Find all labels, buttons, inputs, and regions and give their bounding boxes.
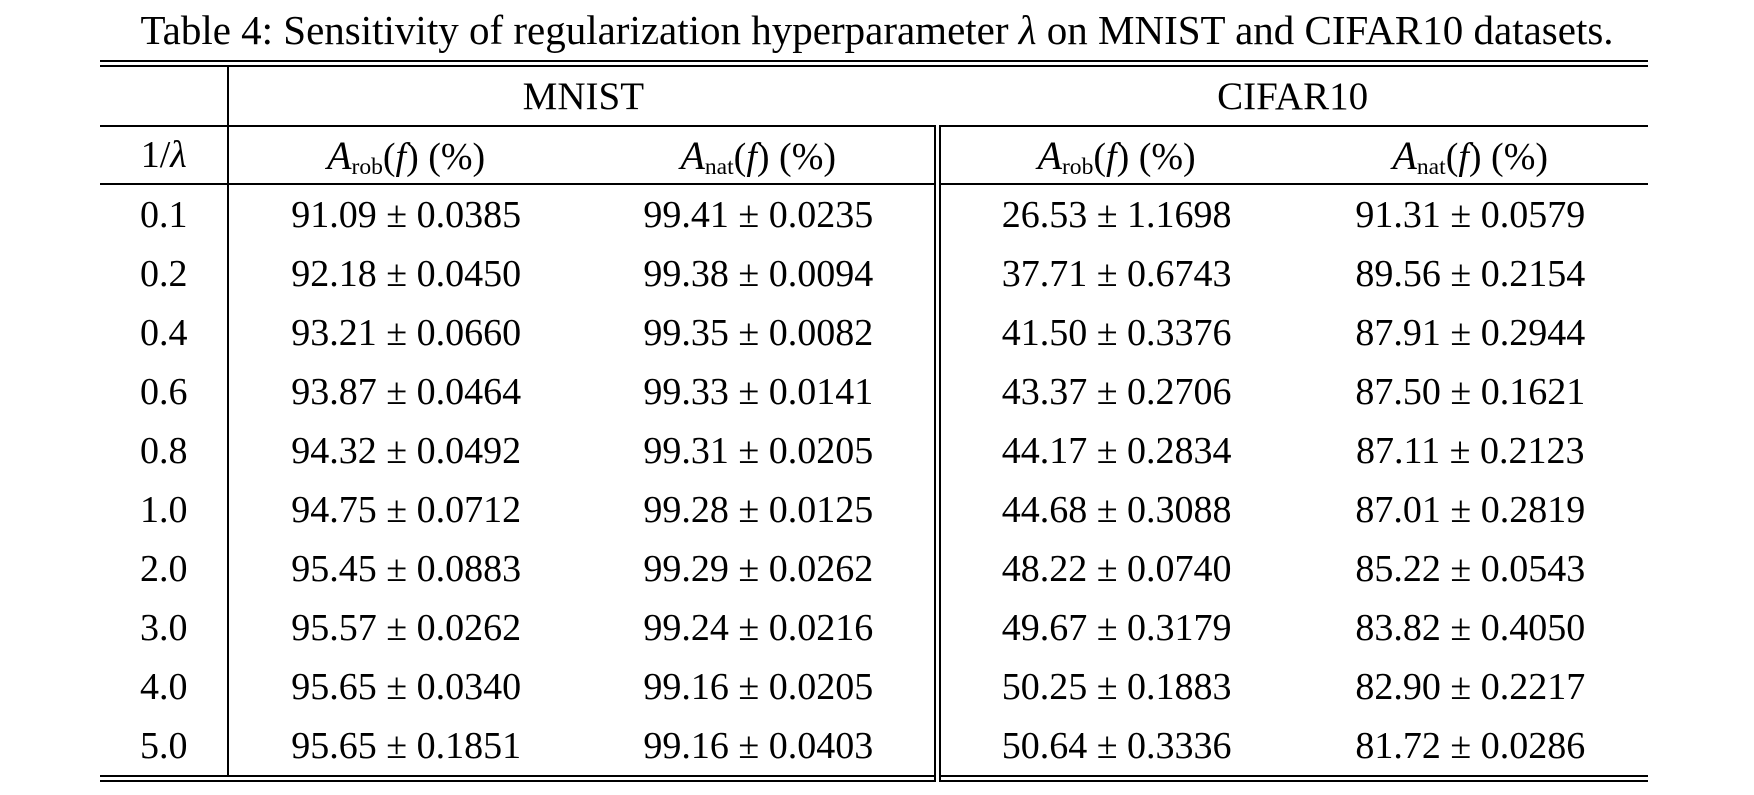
column-header-cifar-anat: Anat(f) (%) [1292,126,1648,185]
row-header-cell: 4.0 [100,657,230,716]
value-cell: 94.75 ± 0.0712 [291,488,522,531]
subscript-nat: nat [1416,154,1446,181]
column-header-inv-lambda: 1/λ [100,126,230,185]
value-cell: 99.24 ± 0.0216 [643,606,874,649]
value-cell: 99.35 ± 0.0082 [643,311,874,354]
row-header-cell: 0.2 [100,244,230,303]
value-cell: 93.87 ± 0.0464 [291,370,522,413]
value-cell: 44.17 ± 0.2834 [933,421,1293,480]
value-cell: 43.37 ± 0.2706 [933,362,1293,421]
table-row: 5.0 95.65 ± 0.1851 99.16 ± 0.0403 50.64 ± 0… [100,716,1648,779]
value-cell: 99.29 ± 0.0262 [643,547,874,590]
table-row: 4.0 95.65 ± 0.0340 99.16 ± 0.0205 50.25 ± 0… [100,657,1648,716]
table-row: 0.2 92.18 ± 0.0450 99.38 ± 0.0094 37.71 ± 0… [100,244,1648,303]
script-A-symbol: A [327,132,352,178]
subscript-nat: nat [704,154,734,181]
value-cell: 85.22 ± 0.0543 [1355,547,1586,590]
script-A-symbol: A [680,132,705,178]
table-row: 0.8 94.32 ± 0.0492 99.31 ± 0.0205 44.17 ± 0… [100,421,1648,480]
value-cell: 81.72 ± 0.0286 [1355,724,1586,767]
value-cell: 99.33 ± 0.0141 [643,370,874,413]
value-cell: 49.67 ± 0.3179 [933,598,1293,657]
value-cell: 95.65 ± 0.1851 [291,724,522,767]
paren-close-pct: ) (%) [756,135,837,178]
value-cell: 99.16 ± 0.0403 [643,724,874,767]
table-body: 0.1 91.09 ± 0.0385 99.41 ± 0.0235 26.53 ± 1… [100,184,1648,779]
value-cell: 37.71 ± 0.6743 [933,244,1293,303]
value-cell: 99.41 ± 0.0235 [643,193,874,236]
row-header-cell: 0.1 [100,184,230,244]
paren-open: ( [1445,135,1459,178]
paren-open: ( [1093,135,1106,178]
value-cell: 89.56 ± 0.2154 [1355,252,1586,295]
value-cell: 91.31 ± 0.0579 [1355,193,1586,236]
table-row: 0.1 91.09 ± 0.0385 99.41 ± 0.0235 26.53 ± 1… [100,184,1648,244]
inv-lambda-pre: 1/ [140,134,171,176]
caption-text-suffix: on MNIST and CIFAR10 datasets. [1036,7,1614,53]
value-cell: 99.28 ± 0.0125 [643,488,874,531]
table-row: 0.4 93.21 ± 0.0660 99.35 ± 0.0082 41.50 ± 0… [100,303,1648,362]
paren-close-pct: ) (%) [406,135,486,178]
table-row: 3.0 95.57 ± 0.0262 99.24 ± 0.0216 49.67 ± 0… [100,598,1648,657]
inv-lambda-symbol: λ [170,134,187,176]
value-cell: 26.53 ± 1.1698 [933,184,1293,244]
value-cell: 87.91 ± 0.2944 [1355,311,1586,354]
value-cell: 87.50 ± 0.1621 [1355,370,1586,413]
value-cell: 95.45 ± 0.0883 [291,547,522,590]
value-cell: 48.22 ± 0.0740 [933,539,1293,598]
value-cell: 41.50 ± 0.3376 [933,303,1293,362]
column-header-cifar-arob: Arob(f) (%) [933,126,1293,185]
row-header-cell: 0.8 [100,421,230,480]
column-header-mnist-arob: Arob(f) (%) [228,126,583,185]
paren-open: ( [382,135,396,178]
value-cell: 91.09 ± 0.0385 [291,193,522,236]
value-cell: 83.82 ± 0.4050 [1355,606,1586,649]
script-A-symbol: A [1392,132,1417,178]
value-cell: 99.16 ± 0.0205 [643,665,874,708]
group-header-row: MNIST CIFAR10 [100,63,1648,127]
value-cell: 44.68 ± 0.3088 [933,480,1293,539]
table-row: 0.6 93.87 ± 0.0464 99.33 ± 0.0141 43.37 ± 0… [100,362,1648,421]
value-cell: 92.18 ± 0.0450 [291,252,522,295]
row-header-cell: 1.0 [100,480,230,539]
f-symbol: f [1106,135,1117,178]
value-cell: 93.21 ± 0.0660 [291,311,522,354]
results-table: MNIST CIFAR10 1/λ Arob(f) (%) Anat(f) (%… [100,60,1648,782]
row-header-cell: 3.0 [100,598,230,657]
value-cell: 50.64 ± 0.3336 [933,716,1293,779]
value-cell: 82.90 ± 0.2217 [1355,665,1586,708]
row-header-cell: 0.4 [100,303,230,362]
value-cell: 94.32 ± 0.0492 [291,429,522,472]
table-row: 1.0 94.75 ± 0.0712 99.28 ± 0.0125 44.68 ± 0… [100,480,1648,539]
table-caption: Table 4: Sensitivity of regularization h… [0,4,1754,56]
subscript-rob: rob [351,154,383,181]
paren-close-pct: ) (%) [1468,135,1549,178]
value-cell: 95.65 ± 0.0340 [291,665,522,708]
f-symbol: f [1458,135,1469,178]
group-header-cifar10: CIFAR10 [937,63,1648,127]
subscript-rob: rob [1061,154,1094,181]
row-header-cell: 5.0 [100,716,230,779]
f-symbol: f [746,135,757,178]
caption-text-prefix: Table 4: Sensitivity of regularization h… [140,7,1019,53]
lambda-symbol: λ [1018,7,1037,53]
paren-open: ( [733,135,747,178]
value-cell: 50.25 ± 0.1883 [933,657,1293,716]
corner-empty-cell [100,63,230,127]
value-cell: 87.11 ± 0.2123 [1356,429,1585,472]
value-cell: 99.38 ± 0.0094 [643,252,874,295]
value-cell: 99.31 ± 0.0205 [643,429,874,472]
script-A-symbol: A [1037,132,1062,178]
row-header-cell: 0.6 [100,362,230,421]
paren-close-pct: ) (%) [1116,135,1196,178]
value-cell: 87.01 ± 0.2819 [1355,488,1586,531]
row-header-cell: 2.0 [100,539,230,598]
value-cell: 95.57 ± 0.0262 [291,606,522,649]
group-header-mnist: MNIST [228,63,938,127]
column-header-mnist-anat: Anat(f) (%) [582,126,938,185]
f-symbol: f [395,135,407,178]
table-row: 2.0 95.45 ± 0.0883 99.29 ± 0.0262 48.22 ± 0… [100,539,1648,598]
metric-header-row: 1/λ Arob(f) (%) Anat(f) (%) Arob(f) (%) … [100,126,1648,185]
